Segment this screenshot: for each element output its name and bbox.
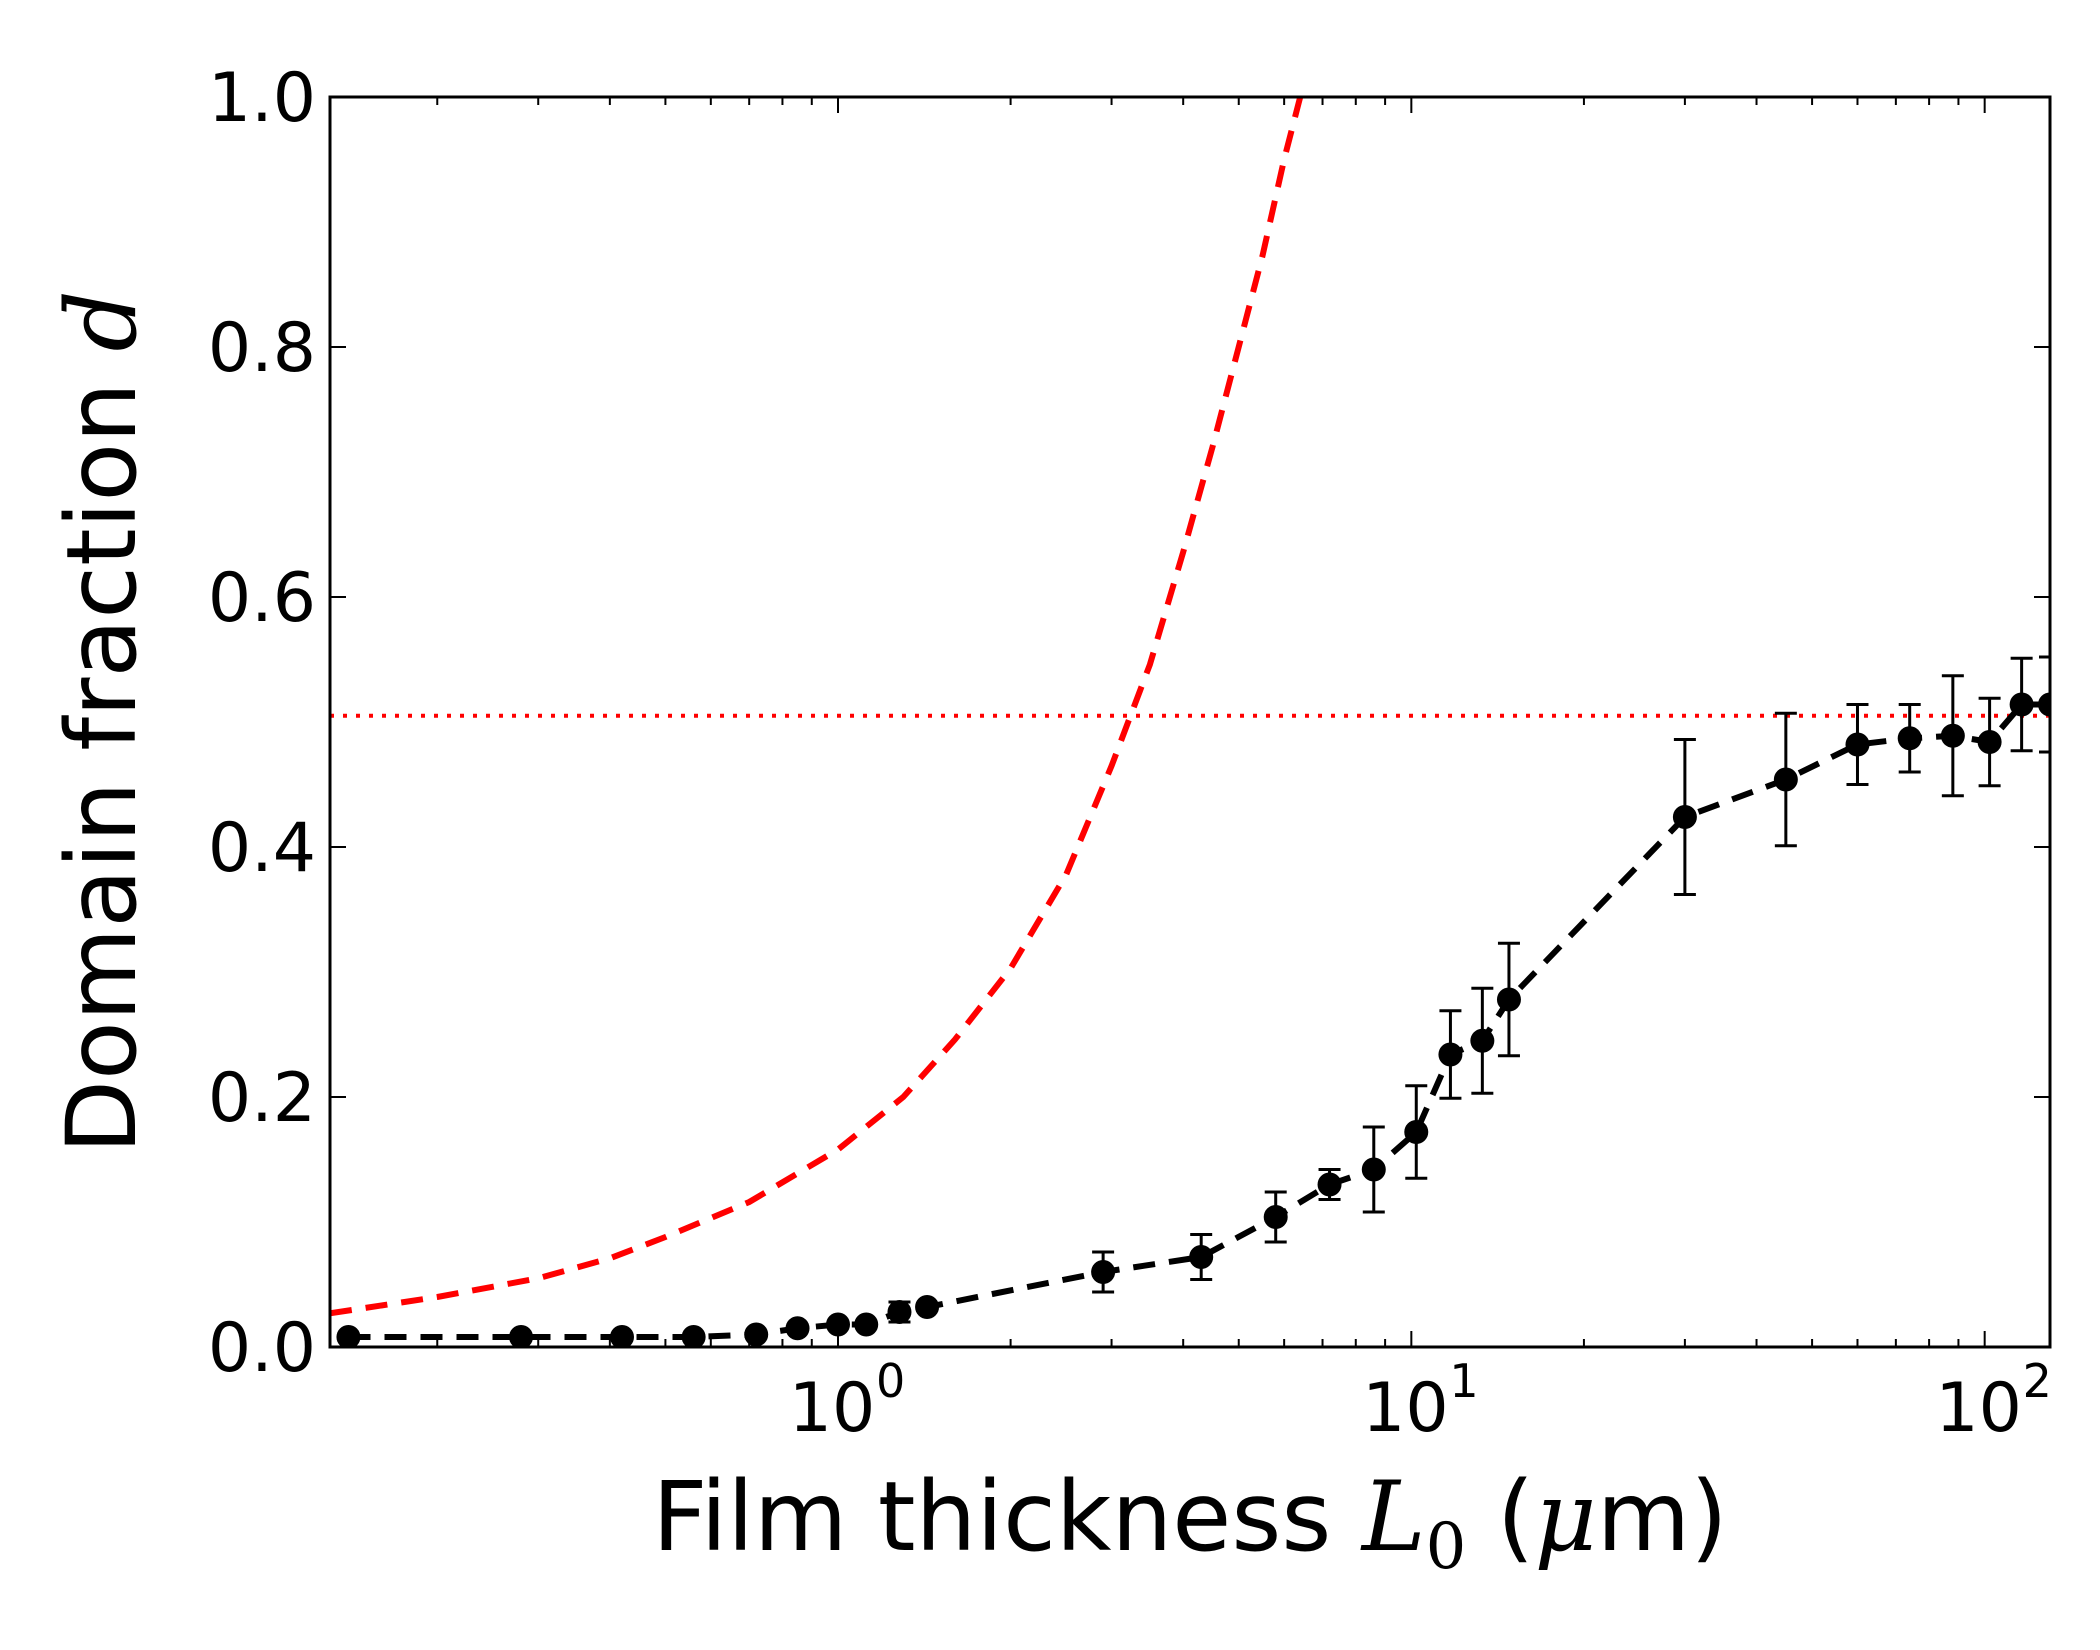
data-point <box>1672 805 1697 829</box>
x-tick-label: 10 <box>1362 1369 1449 1448</box>
y-axis-label-prefix: Domain fraction <box>46 352 158 1154</box>
x-axis-label: Film thickness L0 (μm) <box>652 1461 1727 1584</box>
data-point <box>1845 732 1870 757</box>
x-axis-label-unit: m) <box>1597 1461 1728 1573</box>
data-point <box>1361 1157 1386 1182</box>
data-point <box>610 1325 634 1347</box>
x-tick-label: 10 <box>789 1369 876 1448</box>
data-point <box>1470 1028 1495 1053</box>
data-point <box>854 1312 879 1337</box>
y-tick-label: 0.2 <box>208 1059 316 1138</box>
y-tick-label: 0.6 <box>208 559 316 638</box>
data-point <box>1496 987 1521 1012</box>
x-tick-label-exponent: 0 <box>876 1354 905 1408</box>
data-point <box>1897 726 1922 751</box>
y-tick-label: 0.4 <box>208 809 316 888</box>
x-tick-label-exponent: 2 <box>2023 1354 2052 1408</box>
series-line-model <box>330 97 1304 1317</box>
data-point <box>2009 692 2034 717</box>
x-axis-label-prefix: Film thickness <box>652 1461 1362 1573</box>
axis-ticks <box>330 96 2050 1348</box>
data-point <box>915 1295 940 1319</box>
data-point <box>826 1312 851 1337</box>
y-tick-label: 0.8 <box>208 309 316 388</box>
plot-marks <box>330 97 2050 1347</box>
x-axis-label-mu: μ <box>1534 1461 1596 1573</box>
data-point <box>1438 1042 1463 1067</box>
data-point <box>336 1325 361 1347</box>
data-point <box>887 1300 912 1324</box>
data-point <box>1189 1245 1214 1269</box>
y-tick-label: 0.0 <box>208 1309 316 1388</box>
y-axis-label-var: d <box>46 290 158 351</box>
data-point <box>744 1322 769 1347</box>
x-tick-label: 10 <box>1935 1369 2022 1448</box>
x-axis-label-paren: ( <box>1466 1461 1534 1573</box>
data-point <box>509 1325 534 1347</box>
series-line-measured <box>348 701 2050 1340</box>
data-point <box>681 1325 706 1347</box>
x-axis-label-var: L <box>1360 1461 1426 1573</box>
data-point <box>1977 730 2002 754</box>
data-point <box>2038 692 2050 717</box>
data-point <box>1940 723 1965 748</box>
x-axis-label-sub: 0 <box>1426 1510 1467 1584</box>
data-point <box>1404 1120 1429 1144</box>
data-point <box>1317 1172 1342 1197</box>
data-point <box>785 1316 810 1341</box>
x-tick-label-exponent: 1 <box>1449 1354 1478 1408</box>
data-point <box>1773 767 1798 792</box>
y-tick-label: 1.0 <box>208 59 316 138</box>
plot-frame <box>328 95 2052 1349</box>
data-point <box>1263 1205 1288 1229</box>
y-axis-label: Domain fraction d <box>46 290 158 1154</box>
tick-labels: 0.00.20.40.60.81.010 0 10 1 10 2 <box>208 59 2052 1448</box>
data-point <box>1091 1260 1116 1284</box>
